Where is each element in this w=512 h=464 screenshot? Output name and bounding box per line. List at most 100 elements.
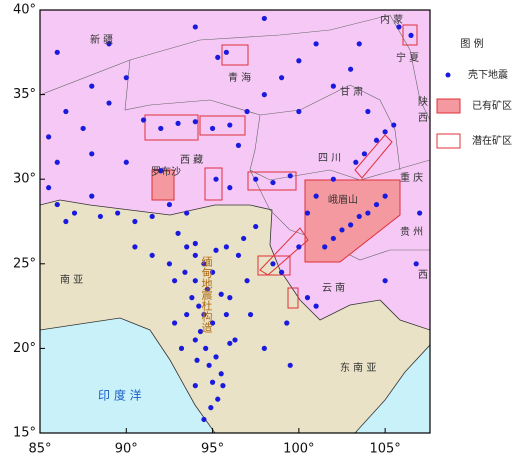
earthquake: [106, 41, 112, 47]
earthquake: [396, 24, 402, 30]
earthquake: [227, 295, 233, 301]
potential-mine: [204, 167, 223, 201]
legend-swatch: [436, 133, 461, 149]
x-tick-label: 85°: [28, 442, 51, 457]
earthquake: [192, 278, 198, 284]
legend-label: 已有矿区: [472, 99, 512, 112]
earthquake: [241, 235, 247, 242]
earthquake: [391, 122, 397, 128]
earthquake: [270, 179, 276, 186]
earthquake: [247, 311, 254, 318]
earthquake: [227, 122, 233, 128]
province-border: [249, 114, 430, 181]
earthquake: [218, 291, 224, 297]
axes: 85° 90° 95° 100° 105° 15° 20° 25° 30° 35° 40°: [13, 3, 401, 457]
earthquake: [253, 223, 259, 230]
earthquake: [192, 119, 198, 125]
earthquake: [182, 269, 188, 275]
potential-mine: [287, 287, 299, 309]
earthquake: [201, 311, 207, 318]
potential-mine: [354, 134, 393, 179]
earthquake: [215, 396, 221, 402]
earthquake: [287, 173, 293, 179]
potential-mine: [402, 24, 418, 46]
earthquake: [356, 213, 362, 220]
place-label: 青 海: [228, 71, 251, 84]
fault-label: 缅甸地震杜构造: [200, 255, 213, 333]
earthquake: [132, 218, 138, 225]
earthquake: [304, 210, 311, 216]
earthquake: [413, 261, 419, 267]
earthquake: [54, 159, 60, 165]
earthquake: [417, 210, 423, 216]
earthquake: [213, 354, 219, 360]
earthquake: [166, 261, 173, 267]
earthquake: [63, 108, 69, 115]
earthquake: [106, 100, 112, 106]
earthquake: [261, 15, 267, 22]
earthquake: [140, 117, 147, 123]
earthquake: [89, 193, 95, 199]
earthquake: [97, 213, 103, 220]
earthquake: [184, 210, 190, 216]
earthquake: [46, 134, 52, 140]
potential-mines: [144, 24, 418, 309]
frame: [39, 9, 431, 434]
earthquake: [287, 362, 293, 368]
earthquake: [158, 125, 164, 132]
earthquake: [220, 383, 226, 389]
place-label: 四 川: [318, 153, 341, 164]
earthquake: [284, 320, 290, 326]
earthquake: [175, 230, 181, 236]
earthquake: [194, 357, 200, 363]
earthquake: [313, 303, 319, 309]
earthquake: [213, 176, 219, 182]
earthquake: [71, 210, 78, 216]
earthquake: [223, 311, 229, 318]
earthquake: [365, 108, 371, 115]
earthquake: [270, 261, 276, 267]
place-label: 贵 州: [400, 225, 423, 238]
place-label: 重 庆: [400, 171, 423, 184]
place-label: 印 度 洋: [98, 388, 142, 403]
earthquake: [373, 201, 380, 208]
earthquake: [278, 75, 285, 81]
earthquake: [192, 252, 198, 258]
earthquake: [192, 337, 198, 343]
ocean: [40, 317, 216, 433]
potential-mine: [247, 171, 297, 191]
earthquake: [192, 383, 198, 389]
earthquake: [123, 159, 129, 165]
y-tick-label: 15°: [13, 426, 36, 441]
x-tick-label: 95°: [201, 442, 224, 457]
earthquake: [80, 125, 86, 132]
earthquake: [132, 244, 138, 250]
existing-mine: [304, 179, 401, 263]
earthquake: [208, 405, 214, 411]
earthquake: [261, 345, 267, 351]
earthquake: [278, 269, 285, 275]
x-tick-label: 90°: [115, 442, 138, 457]
earthquake: [197, 328, 204, 335]
earthquake-layer: [46, 15, 423, 423]
earthquake: [235, 142, 242, 148]
province-border: [124, 59, 351, 116]
earthquake: [261, 92, 267, 98]
earthquake: [192, 240, 198, 247]
y-tick-label: 30°: [13, 172, 36, 187]
province-border: [389, 14, 430, 121]
legend: 图 例 壳下地震 已有矿区 潜在矿区: [436, 37, 512, 149]
earthquake: [158, 168, 164, 174]
place-label: 云 南: [322, 281, 345, 294]
legend-label: 壳下地震: [468, 68, 508, 81]
earthquake: [330, 176, 336, 182]
earthquake: [203, 345, 209, 351]
earthquake: [209, 320, 216, 326]
earthquake: [178, 345, 185, 351]
y-tick-label: 25°: [13, 256, 36, 271]
earthquake: [223, 49, 229, 55]
place-label: 东 南 亚: [340, 361, 376, 374]
earthquake: [296, 58, 302, 64]
earthquake: [296, 244, 302, 250]
